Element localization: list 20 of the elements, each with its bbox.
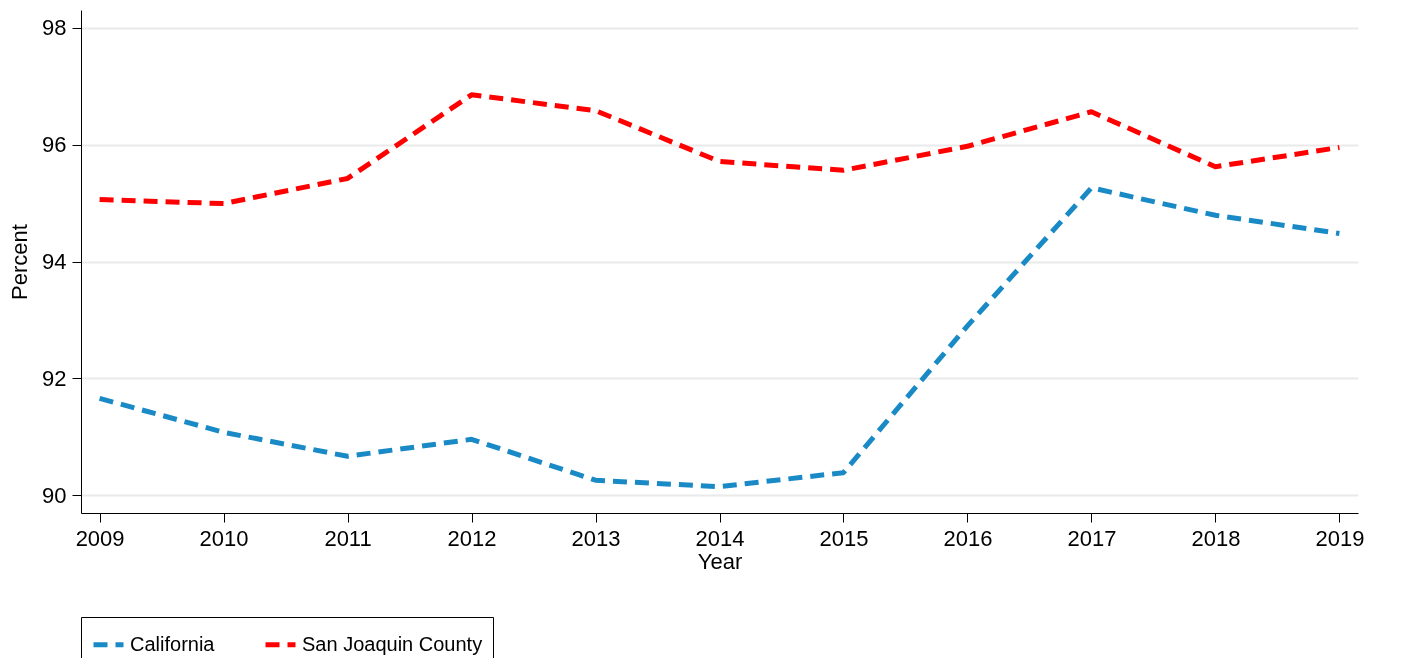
y-tick-label: 94 — [42, 249, 67, 274]
legend-label: San Joaquin County — [302, 632, 483, 655]
x-tick-label: 2010 — [199, 525, 249, 551]
y-tick-label: 92 — [42, 365, 67, 391]
x-tick-label: 2019 — [1315, 525, 1365, 551]
y-tick-label: 98 — [42, 15, 67, 41]
x-tick-label: 2018 — [1191, 525, 1241, 551]
x-tick-label: 2011 — [324, 525, 372, 551]
x-tick-label: 2014 — [695, 525, 745, 551]
x-tick-label: 2012 — [447, 525, 497, 551]
x-tick-label: 2016 — [943, 525, 993, 551]
y-tick-label: 96 — [42, 132, 67, 158]
x-tick-label: 2009 — [75, 525, 125, 551]
x-tick-label: 2015 — [819, 525, 869, 551]
legend-label: California — [130, 632, 216, 655]
y-tick-label: 90 — [42, 482, 67, 508]
x-tick-label: 2013 — [571, 525, 621, 551]
x-axis-title: Year — [697, 548, 743, 574]
x-tick-label: 2017 — [1067, 525, 1117, 551]
y-axis-title: Percent — [7, 224, 33, 300]
